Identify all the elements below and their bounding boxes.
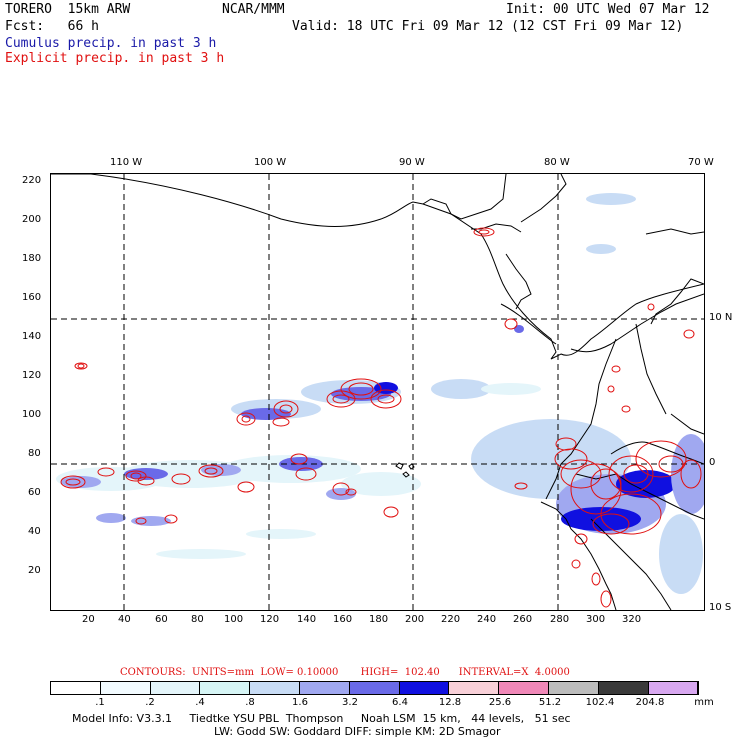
model-name: TORERO 15km ARW: [5, 2, 131, 17]
model-info-line2: LW: Godd SW: Goddard DIFF: simple KM: 2D…: [214, 725, 501, 738]
x-tick: 320: [622, 614, 642, 625]
x-tick: 40: [118, 614, 131, 625]
x-tick: 140: [297, 614, 317, 625]
forecast-hour: Fcst: 66 h: [5, 19, 99, 34]
model-info-line1: Model Info: V3.3.1 Tiedtke YSU PBL Thomp…: [72, 712, 571, 725]
colorbar-swatch: [548, 682, 599, 694]
x-tick: 180: [369, 614, 389, 625]
colorbar-label: 204.8: [635, 697, 665, 708]
explicit-precip-label: Explicit precip. in past 3 h: [5, 51, 225, 66]
x-tick: 100: [224, 614, 244, 625]
x-tick: 200: [405, 614, 425, 625]
lon-label-110w: 110 W: [110, 157, 143, 168]
lat-label-10s: 10 S: [709, 602, 732, 613]
x-tick: 240: [477, 614, 497, 625]
x-tick: 160: [333, 614, 353, 625]
colorbar-swatch: [648, 682, 699, 694]
map-canvas: [51, 174, 704, 610]
colorbar-swatch: [100, 682, 151, 694]
y-tick: 40: [28, 526, 41, 537]
colorbar-label: .1: [95, 697, 105, 708]
lat-label-0: 0: [709, 457, 716, 468]
lon-label-80w: 80 W: [544, 157, 570, 168]
colorbar-swatch: [200, 682, 251, 694]
colorbar-label: 12.8: [438, 697, 462, 708]
y-tick: 20: [28, 565, 41, 576]
contours-info: CONTOURS: UNITS=mm LOW= 0.10000 HIGH= 10…: [120, 667, 570, 678]
colorbar-swatch: [598, 682, 649, 694]
colorbar-swatch: [150, 682, 201, 694]
y-tick: 160: [22, 292, 42, 303]
colorbar-label: .8: [245, 697, 255, 708]
lon-label-90w: 90 W: [399, 157, 425, 168]
colorbar-label: .4: [195, 697, 205, 708]
y-tick: 100: [22, 409, 42, 420]
lon-label-70w: 70 W: [688, 157, 714, 168]
colorbar-unit: mm: [694, 697, 714, 708]
lon-label-100w: 100 W: [254, 157, 287, 168]
colorbar-swatch: [349, 682, 400, 694]
x-tick: 20: [82, 614, 95, 625]
y-tick: 200: [22, 214, 42, 225]
init-time: Init: 00 UTC Wed 07 Mar 12: [506, 2, 710, 17]
colorbar-label: 51.2: [538, 697, 562, 708]
y-tick: 120: [22, 370, 42, 381]
x-tick: 300: [586, 614, 606, 625]
x-tick: 80: [191, 614, 204, 625]
colorbar-swatch: [399, 682, 450, 694]
x-tick: 220: [441, 614, 461, 625]
colorbar-label: 1.6: [292, 697, 308, 708]
colorbar: [50, 681, 700, 695]
organization: NCAR/MMM: [222, 2, 285, 17]
precip-map: [50, 173, 705, 611]
x-tick: 280: [550, 614, 570, 625]
colorbar-swatch: [299, 682, 350, 694]
colorbar-label: 25.6: [488, 697, 512, 708]
colorbar-label: 3.2: [342, 697, 358, 708]
y-tick: 80: [28, 448, 41, 459]
colorbar-swatch: [449, 682, 500, 694]
y-tick: 60: [28, 487, 41, 498]
x-tick: 120: [260, 614, 280, 625]
x-tick: 60: [155, 614, 168, 625]
explicit-precip-contours: [60, 227, 702, 608]
colorbar-swatch: [51, 682, 101, 694]
colorbar-swatch: [250, 682, 300, 694]
colorbar-swatch: [499, 682, 549, 694]
x-tick: 260: [513, 614, 533, 625]
cumulus-precip-label: Cumulus precip. in past 3 h: [5, 36, 217, 51]
y-tick: 220: [22, 175, 42, 186]
colorbar-label: 102.4: [585, 697, 615, 708]
valid-time: Valid: 18 UTC Fri 09 Mar 12 (12 CST Fri …: [292, 19, 684, 34]
y-tick: 180: [22, 253, 42, 264]
colorbar-label: 6.4: [392, 697, 408, 708]
lat-label-10n: 10 N: [709, 312, 733, 323]
colorbar-label: .2: [145, 697, 155, 708]
y-tick: 140: [22, 331, 42, 342]
